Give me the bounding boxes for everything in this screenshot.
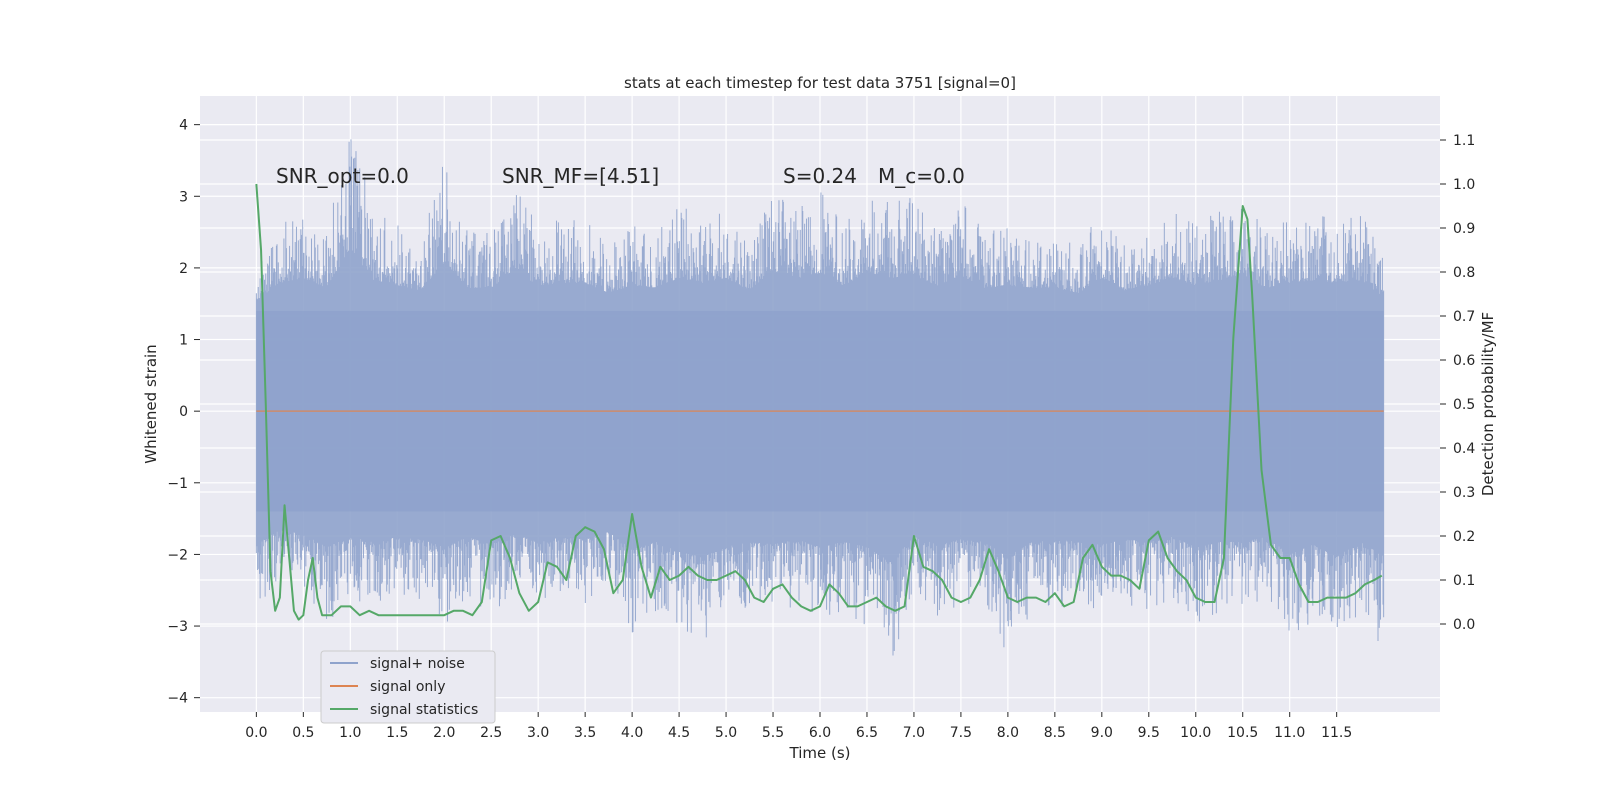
x-tick-label: 7.5 [950, 725, 972, 741]
legend-label-signal-noise: signal+ noise [370, 656, 465, 672]
y-tick-label-right: 0.0 [1453, 617, 1475, 633]
y-tick-label-right: 0.6 [1453, 353, 1475, 369]
x-tick-label: 3.0 [527, 725, 549, 741]
y-tick-label-right: 0.7 [1453, 309, 1475, 325]
x-tick-label: 6.0 [809, 725, 831, 741]
x-tick-label: 3.5 [574, 725, 596, 741]
legend-label-signal-only: signal only [370, 679, 445, 695]
y-tick-label-left: −3 [167, 619, 188, 635]
x-tick-label: 8.5 [1044, 725, 1066, 741]
x-tick-label: 10.0 [1180, 725, 1211, 741]
y-tick-label-right: 0.4 [1453, 441, 1475, 457]
y-tick-label-right: 0.5 [1453, 397, 1475, 413]
y-tick-label-right: 0.3 [1453, 485, 1475, 501]
x-tick-label: 9.5 [1138, 725, 1160, 741]
x-tick-label: 4.0 [621, 725, 643, 741]
legend: signal+ noise signal only signal statist… [320, 650, 496, 724]
x-tick-label: 11.5 [1321, 725, 1352, 741]
annotation-mc: M_c=0.0 [878, 164, 965, 188]
y-tick-label-left: −4 [167, 691, 188, 707]
x-tick-labels: 0.0 0.5 1.0 1.5 2.0 2.5 3.0 3.5 4.0 4.5 5.0 5.5 6.0 6… [245, 712, 1352, 741]
x-tick-label: 11.0 [1274, 725, 1305, 741]
x-tick-label: 5.5 [762, 725, 784, 741]
x-tick-label: 8.0 [997, 725, 1019, 741]
y-tick-label-right: 0.1 [1453, 573, 1475, 589]
y-tick-label-left: 0 [179, 404, 188, 420]
y-tick-label-right: 0.8 [1453, 265, 1475, 281]
x-tick-label: 6.5 [856, 725, 878, 741]
y-tick-label-right: 0.9 [1453, 221, 1475, 237]
x-tick-label: 9.0 [1091, 725, 1113, 741]
y-axis-label-left: Whitened strain [142, 344, 160, 463]
x-tick-label: 10.5 [1227, 725, 1258, 741]
x-tick-label: 2.0 [433, 725, 455, 741]
x-tick-label: 4.5 [668, 725, 690, 741]
y-tick-label-left: 4 [179, 118, 188, 134]
y-tick-labels-left: −4 −3 −2 −1 0 1 2 3 4 [167, 118, 200, 707]
x-tick-label: 0.0 [245, 725, 267, 741]
x-tick-label: 1.0 [339, 725, 361, 741]
legend-box [320, 650, 496, 724]
y-tick-label-right: 1.1 [1453, 133, 1475, 149]
y-tick-label-right: 0.2 [1453, 529, 1475, 545]
y-tick-labels-right: 0.0 0.1 0.2 0.3 0.4 0.5 0.6 0.7 0.8 0.9 1.0 1.1 [1440, 133, 1475, 633]
x-tick-label: 0.5 [292, 725, 314, 741]
y-tick-label-left: 1 [179, 333, 188, 349]
legend-label-signal-statistics: signal statistics [370, 702, 478, 718]
x-axis-label: Time (s) [789, 744, 851, 762]
x-tick-label: 7.0 [903, 725, 925, 741]
signal-statistics-layer [255, 183, 1383, 621]
y-tick-label-left: −2 [167, 547, 188, 563]
y-tick-label-left: 2 [179, 261, 188, 277]
chart-title: stats at each timestep for test data 375… [624, 74, 1016, 92]
annotation-snr-opt: SNR_opt=0.0 [276, 164, 409, 188]
annotation-s: S=0.24 [783, 164, 857, 188]
y-tick-label-left: 3 [179, 189, 188, 205]
annotation-snr-mf: SNR_MF=[4.51] [502, 164, 659, 188]
y-axis-label-right: Detection probability/MF [1479, 312, 1497, 496]
x-tick-label: 1.5 [386, 725, 408, 741]
x-tick-label: 2.5 [480, 725, 502, 741]
y-tick-label-right: 1.0 [1453, 177, 1475, 193]
y-tick-label-left: −1 [167, 476, 188, 492]
signal-statistics-line [255, 183, 1383, 621]
x-tick-label: 5.0 [715, 725, 737, 741]
